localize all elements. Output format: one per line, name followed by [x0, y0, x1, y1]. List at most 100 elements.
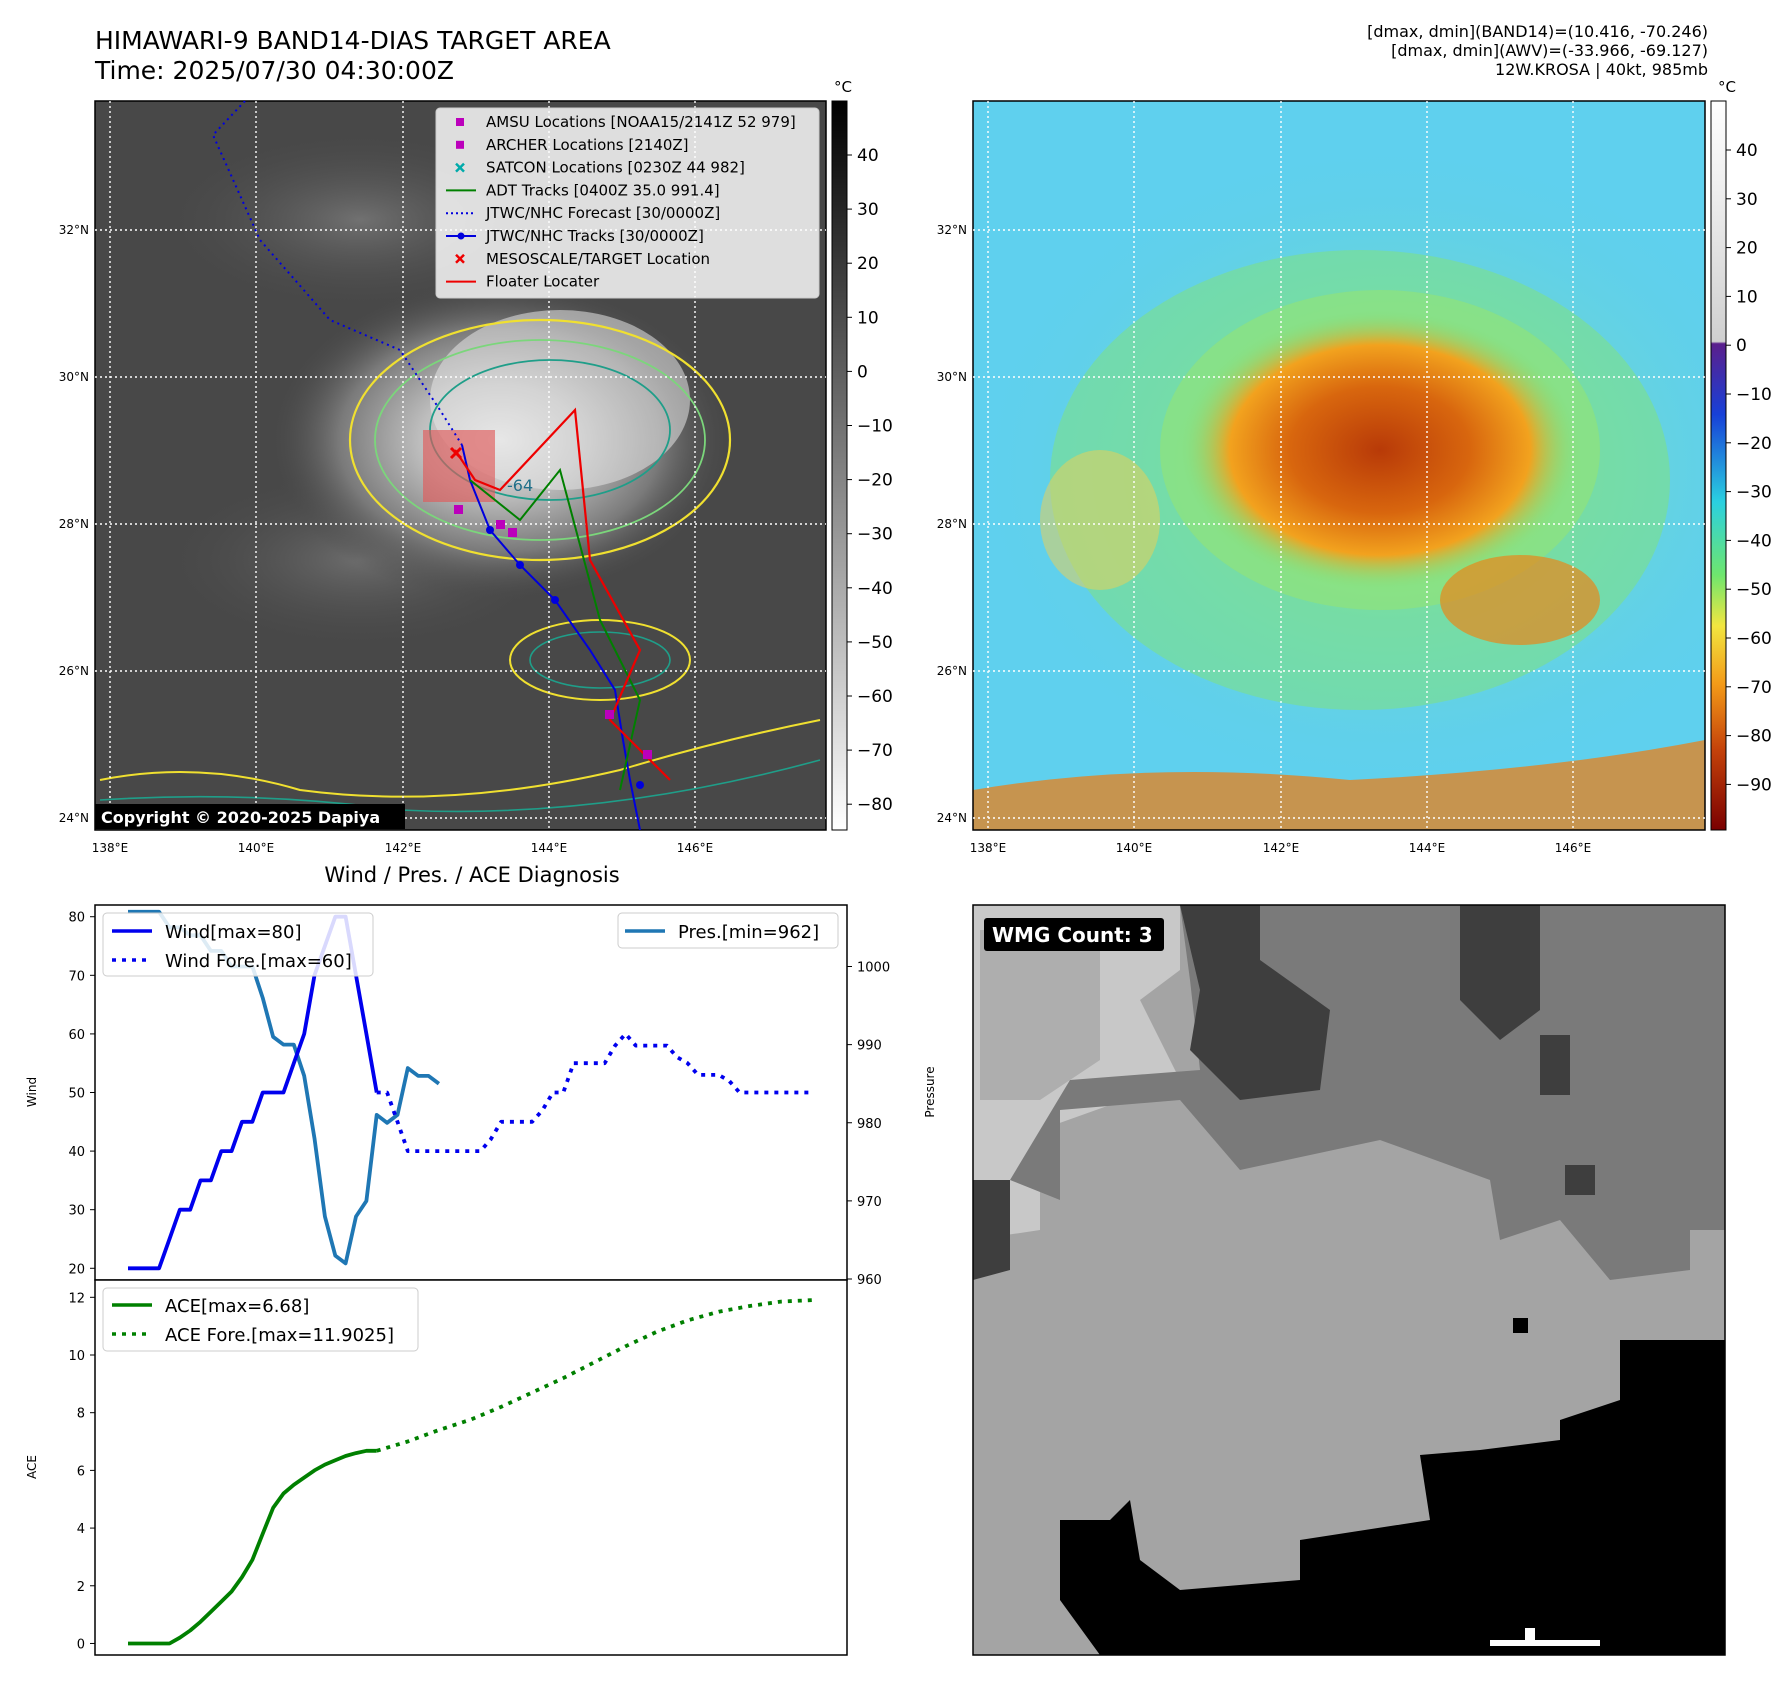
- wind-axis-label: Wind: [25, 1077, 39, 1107]
- wv-lon-labels: 138°E 140°E 142°E 144°E 146°E: [970, 841, 1592, 855]
- colorbar-tick-label: −80: [857, 795, 893, 815]
- ir-lat-label: 26°N: [59, 664, 89, 678]
- colorbar-tick-label: −60: [857, 687, 893, 707]
- wv-lat-labels: 32°N 30°N 28°N 26°N 24°N: [937, 223, 967, 825]
- y-tick-label: 30: [68, 1204, 85, 1219]
- legend-box: [435, 107, 820, 299]
- legend-wind-fore: Wind Fore.[max=60]: [165, 951, 352, 972]
- legend-marker: [456, 118, 464, 126]
- ir-colorbar-unit: °C: [834, 78, 852, 96]
- wv-frame: [972, 100, 1706, 831]
- ir-colorbar: °C 40 30 20 10 0 −10 −20 −30 −40 −50 −60 −70 −80: [831, 78, 893, 831]
- legend-entry-label: MESOSCALE/TARGET Location: [486, 250, 710, 268]
- wmg-dark-region: [1060, 1340, 1725, 1655]
- colorbar-tick-label: −10: [1736, 385, 1772, 405]
- adt-track: [469, 467, 642, 791]
- wv-lon-label: 144°E: [1409, 841, 1446, 855]
- y-tick-label: 20: [68, 1262, 85, 1277]
- colorbar-tick-label: 40: [1736, 141, 1758, 161]
- track-overlays: [211, 101, 671, 830]
- wv-map-panel: 32°N 30°N 28°N 26°N 24°N 138°E 140°E 142°E 144°…: [937, 100, 1706, 855]
- colorbar-tick-label: −20: [1736, 434, 1772, 454]
- wv-storm-core: [1180, 310, 1580, 590]
- legend-entry-label: AMSU Locations [NOAA15/2141Z 52 979]: [486, 113, 796, 131]
- legend-marker: [456, 140, 464, 149]
- ir-lon-label: 144°E: [531, 841, 568, 855]
- wv-colorbar: °C 40 30 20 10 0 −10 −20 −30 −40 −50 −60 −70 −80 −90: [1710, 78, 1772, 831]
- y-tick-label: 0: [77, 1637, 85, 1652]
- colorbar-tick-label: −40: [857, 579, 893, 599]
- colorbar-tick-label: −10: [857, 417, 893, 437]
- ir-map-panel: -64 32°N 30°N 28°N 26°N 24°N 138°E 140°E 142°E…: [59, 100, 827, 855]
- legend-entry-label: ADT Tracks [0400Z 35.0 991.4]: [486, 181, 720, 199]
- ir-lon-label: 138°E: [92, 841, 129, 855]
- colorbar-tick-label: −40: [1736, 531, 1772, 551]
- ace-y-ticks: 0 2 4 6 8 10 12: [68, 1291, 95, 1652]
- ace-line: [128, 1448, 377, 1646]
- wind-pressure-chart: 20 30 40 50 60 70 80 960 970 980 990 1000 Wind Pre…: [25, 904, 937, 1288]
- wv-lat-label: 28°N: [937, 517, 967, 531]
- meta-line-3: 12W.KROSA | 40kt, 985mb: [1495, 60, 1708, 79]
- colorbar-tick-label: 30: [857, 200, 879, 220]
- wind-y-ticks: 20 30 40 50 60 70 80: [68, 911, 95, 1277]
- wmg-panel: WMG Count: 3: [972, 904, 1726, 1656]
- y-tick-label: 60: [68, 1028, 85, 1043]
- y-tick-label: 2: [77, 1580, 85, 1595]
- wv-lat-label: 24°N: [937, 811, 967, 825]
- wmg-count-badge: [984, 918, 1164, 951]
- target-location-marker: [449, 446, 463, 460]
- y-tick-label: 70: [68, 969, 85, 984]
- legend-ace-fore: ACE Fore.[max=11.9025]: [165, 1325, 394, 1346]
- ir-lat-label: 28°N: [59, 517, 89, 531]
- ir-lon-labels: 138°E 140°E 142°E 144°E 146°E: [92, 841, 714, 855]
- wind-legend: Wind[max=80] Wind Fore.[max=60]: [102, 912, 374, 977]
- colorbar-tick-label: −60: [1736, 629, 1772, 649]
- wv-lon-label: 146°E: [1555, 841, 1592, 855]
- legend-entry-label: ARCHER Locations [2140Z]: [486, 136, 689, 154]
- wv-gridlines: [973, 101, 1705, 830]
- y-tick-label: 6: [77, 1464, 85, 1479]
- wv-colorbar-unit: °C: [1718, 78, 1736, 96]
- y2-tick-label: 970: [857, 1195, 882, 1210]
- ir-lat-label: 30°N: [59, 370, 89, 384]
- title-line-2: Time: 2025/07/30 04:30:00Z: [95, 56, 454, 85]
- colorbar-tick-label: 0: [1736, 336, 1747, 356]
- pressure-y-ticks: 960 970 980 990 1000: [847, 961, 890, 1288]
- y-tick-label: 10: [68, 1349, 85, 1364]
- ir-lat-labels: 32°N 30°N 28°N 26°N 24°N: [59, 223, 89, 825]
- wv-lon-label: 138°E: [970, 841, 1007, 855]
- colorbar-tick-label: −30: [1736, 483, 1772, 503]
- floater-track: [454, 407, 671, 781]
- map-legend: AMSU Locations [NOAA15/2141Z 52 979] ARCH…: [435, 107, 820, 299]
- y-tick-label: 80: [68, 911, 85, 926]
- colorbar-tick-label: 30: [1736, 190, 1758, 210]
- wmg-frame: [972, 904, 1726, 1656]
- colorbar-tick-label: 0: [857, 362, 868, 382]
- meta-line-2: [dmax, dmin](AWV)=(-33.966, -69.127): [1391, 41, 1708, 60]
- legend-entry-label: Floater Locater: [486, 273, 600, 291]
- pressure-legend: Pres.[min=962]: [617, 912, 839, 949]
- copyright-text: Copyright © 2020-2025 Dapiya: [101, 808, 380, 827]
- colorbar-tick-label: 40: [857, 146, 879, 166]
- diagnostic-meta: [dmax, dmin](BAND14)=(10.416, -70.246) […: [1367, 22, 1708, 79]
- colorbar-tick-label: 20: [1736, 239, 1758, 259]
- legend-entry-label: JTWC/NHC Forecast [30/0000Z]: [485, 204, 720, 222]
- colorbar-tick-label: −80: [1736, 727, 1772, 747]
- ace-series-group: [128, 1298, 813, 1646]
- ace-forecast-line: [376, 1298, 813, 1453]
- colorbar-tick-label: −90: [1736, 775, 1772, 795]
- colorbar-tick-label: 10: [1736, 287, 1758, 307]
- ir-lon-label: 140°E: [238, 841, 275, 855]
- colorbar-tick-label: −50: [1736, 580, 1772, 600]
- title-line-1: HIMAWARI-9 BAND14-DIAS TARGET AREA: [95, 26, 611, 55]
- wv-lon-label: 142°E: [1263, 841, 1300, 855]
- colorbar-tick-label: −20: [857, 471, 893, 491]
- ir-lat-label: 32°N: [59, 223, 89, 237]
- legend-entry-label: JTWC/NHC Tracks [30/0000Z]: [485, 227, 704, 245]
- y2-tick-label: 1000: [857, 961, 890, 976]
- y-tick-label: 4: [77, 1522, 85, 1537]
- figure-title: HIMAWARI-9 BAND14-DIAS TARGET AREA Time:…: [95, 26, 611, 86]
- y-tick-label: 50: [68, 1087, 85, 1102]
- wv-lat-label: 32°N: [937, 223, 967, 237]
